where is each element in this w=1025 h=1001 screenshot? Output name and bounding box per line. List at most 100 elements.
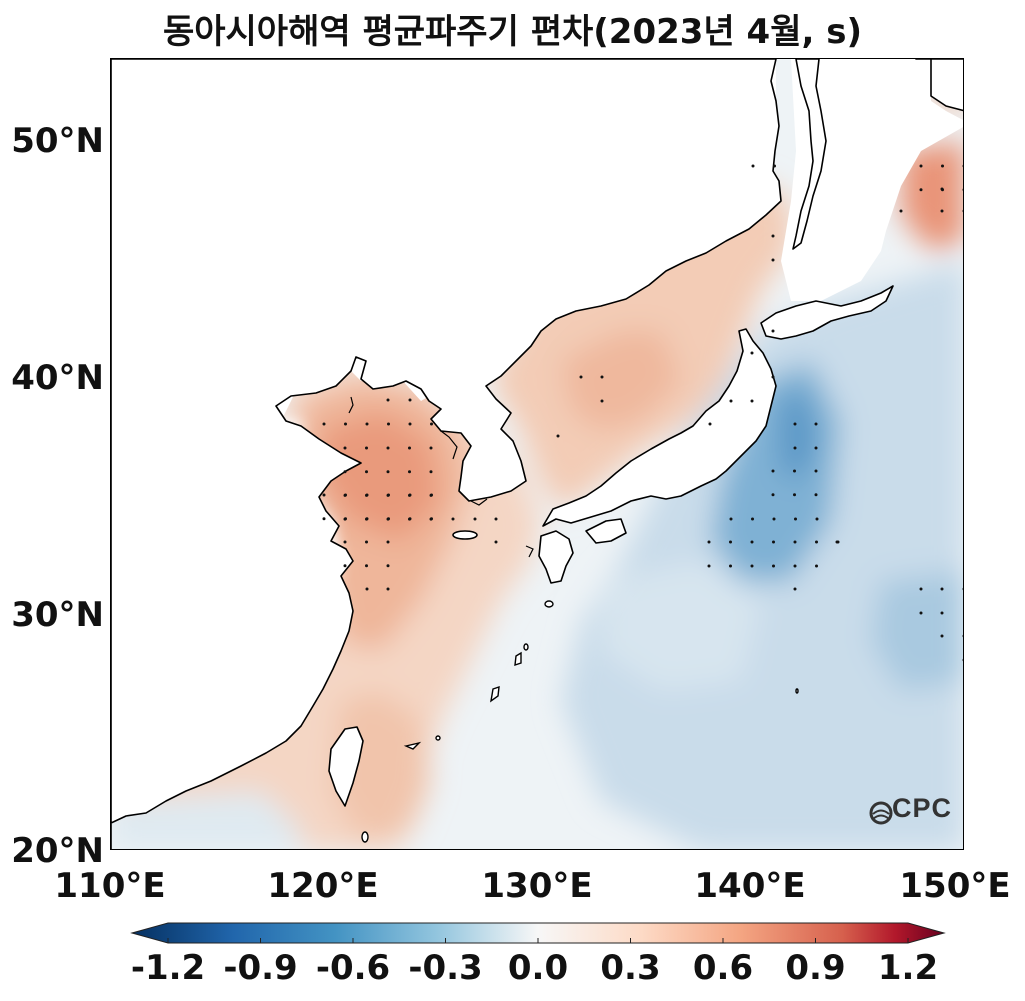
stipple-dot — [322, 493, 326, 497]
coast-detail — [348, 396, 534, 558]
stipple-dot — [386, 470, 390, 474]
stipple-dot — [815, 564, 818, 568]
stipple-dot — [365, 564, 368, 568]
stipple-dot — [365, 446, 368, 450]
stipple-dot — [771, 375, 775, 379]
stipple-dot — [771, 258, 775, 262]
stipple-dot — [451, 517, 455, 521]
stipple-dot — [962, 209, 963, 213]
stipple-dot — [940, 587, 944, 591]
stipple-dot — [322, 422, 326, 426]
lon-label-150: 150°E — [899, 866, 1011, 906]
stipple-dot — [707, 540, 711, 544]
stipple-dot — [940, 611, 944, 615]
stipple-dot — [899, 209, 903, 213]
map-panel — [110, 58, 964, 850]
stipple-dot — [343, 564, 347, 568]
stipple-dot — [793, 587, 797, 591]
stipple-dot — [386, 398, 390, 402]
stipple-dot — [793, 493, 796, 497]
stipple-dot — [600, 399, 604, 403]
stipple-dot — [365, 540, 368, 544]
stipple-dot — [919, 611, 923, 615]
stipple-dot — [494, 517, 498, 521]
colorbar-tick-label: 0.0 — [507, 948, 569, 988]
stipple-dot — [750, 564, 754, 568]
stipple-dot — [729, 564, 732, 568]
stipple-dot — [793, 540, 797, 544]
ocpc-logo: OCPC — [870, 793, 952, 824]
stipple-dot — [430, 422, 433, 426]
stipple-dot — [751, 517, 754, 521]
stipple-dot — [962, 587, 963, 591]
stipple-dot — [793, 422, 797, 426]
stipple-dot — [941, 164, 944, 168]
stipple-dot — [773, 164, 776, 168]
ocpc-logo-icon — [869, 801, 893, 825]
lat-label-50: 50°N — [11, 121, 104, 161]
stipple-dot — [814, 469, 818, 473]
stipple-dot — [386, 446, 390, 450]
stipple-dot — [814, 493, 818, 497]
stipple-dot — [408, 422, 412, 426]
anomaly-map — [111, 59, 963, 849]
stipple-dot — [429, 446, 433, 450]
stipple-dot — [473, 517, 477, 521]
stipple-dot — [815, 517, 819, 521]
stipple-dot — [793, 564, 797, 568]
stipple-dot — [794, 517, 797, 521]
stipple-dot — [386, 587, 390, 591]
colorbar-tick-label: 0.6 — [692, 948, 754, 988]
stipple-dot — [343, 446, 347, 450]
stipple-dot — [343, 540, 347, 544]
stipple-dot — [772, 517, 776, 521]
stipple-dot — [343, 470, 347, 474]
stipple-dot — [750, 399, 754, 403]
lon-label-110: 110°E — [54, 866, 166, 906]
stipple-dot — [962, 188, 963, 191]
stipple-dot — [556, 434, 560, 438]
lon-label-120: 120°E — [267, 866, 379, 906]
stipple-dot — [771, 493, 775, 497]
stipple-dot — [919, 164, 923, 168]
stipple-dot — [919, 188, 923, 192]
colorbar-tick-label: -0.3 — [408, 948, 483, 988]
stipple-dot — [579, 375, 583, 379]
stipple-dot — [772, 564, 775, 568]
stipple-dot — [600, 375, 604, 379]
colorbar-tick-label: 0.9 — [785, 948, 846, 988]
stipple-dot — [729, 399, 733, 403]
stipple-dot — [408, 493, 412, 497]
stipple-dot — [940, 634, 944, 638]
stipple-dot — [962, 658, 963, 662]
colorbar-tick-label: -0.9 — [223, 948, 298, 988]
stipple-dot — [494, 540, 498, 544]
stipple-dot — [751, 164, 755, 168]
lat-label-40: 40°N — [11, 358, 104, 398]
stipple-dot — [408, 517, 412, 521]
stipple-dot — [771, 469, 775, 473]
stipple-dot — [344, 517, 347, 521]
stipple-dot — [387, 422, 390, 426]
colorbar-tick-label: 0.3 — [600, 948, 661, 988]
colorbar-tick-label: 1.2 — [877, 948, 939, 988]
stipple-dot — [344, 422, 347, 426]
stipple-dot — [365, 517, 369, 521]
stipple-dot — [750, 540, 754, 544]
map-title: 동아시아해역 평균파주기 편차(2023년 4월, s) — [162, 12, 863, 52]
stipple-dot — [729, 540, 732, 544]
stipple-dot — [365, 422, 369, 426]
stipple-dot — [408, 398, 412, 402]
stipple-dot — [365, 493, 369, 497]
stipple-dot — [429, 470, 433, 474]
stipple-dot — [771, 234, 775, 238]
stipple-dot — [408, 446, 411, 450]
significance-dots — [322, 164, 963, 662]
stipple-dot — [386, 564, 390, 568]
stipple-dot — [835, 540, 839, 544]
stipple-dot — [386, 540, 390, 544]
colorbar — [130, 922, 946, 944]
stipple-dot — [430, 517, 433, 521]
stipple-dot — [387, 517, 390, 521]
colorbar-tick-label: -0.6 — [315, 948, 391, 988]
